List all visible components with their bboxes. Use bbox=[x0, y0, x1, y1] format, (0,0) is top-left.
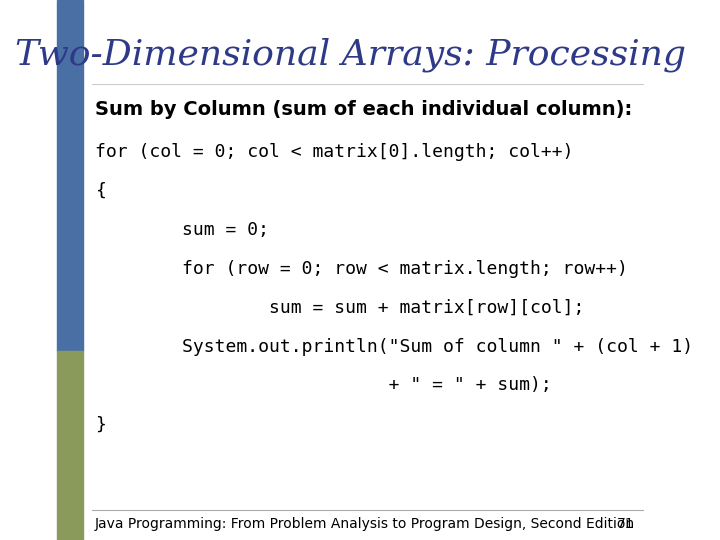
Text: for (col = 0; col < matrix[0].length; col++): for (col = 0; col < matrix[0].length; co… bbox=[94, 143, 573, 161]
Text: sum = 0;: sum = 0; bbox=[94, 221, 269, 239]
Text: {: { bbox=[94, 182, 106, 200]
Text: for (row = 0; row < matrix.length; row++): for (row = 0; row < matrix.length; row++… bbox=[94, 260, 628, 278]
Text: 71: 71 bbox=[617, 517, 635, 531]
Text: Sum by Column (sum of each individual column):: Sum by Column (sum of each individual co… bbox=[94, 100, 632, 119]
Text: Java Programming: From Problem Analysis to Program Design, Second Edition: Java Programming: From Problem Analysis … bbox=[94, 517, 635, 531]
Text: Two-Dimensional Arrays: Processing: Two-Dimensional Arrays: Processing bbox=[14, 38, 685, 72]
Text: + " = " + sum);: + " = " + sum); bbox=[94, 376, 552, 394]
Text: System.out.println("Sum of column " + (col + 1): System.out.println("Sum of column " + (c… bbox=[94, 338, 693, 355]
Bar bbox=[56, 0, 83, 351]
Text: sum = sum + matrix[row][col];: sum = sum + matrix[row][col]; bbox=[94, 299, 584, 316]
Bar bbox=[56, 351, 83, 540]
Text: }: } bbox=[94, 415, 106, 433]
